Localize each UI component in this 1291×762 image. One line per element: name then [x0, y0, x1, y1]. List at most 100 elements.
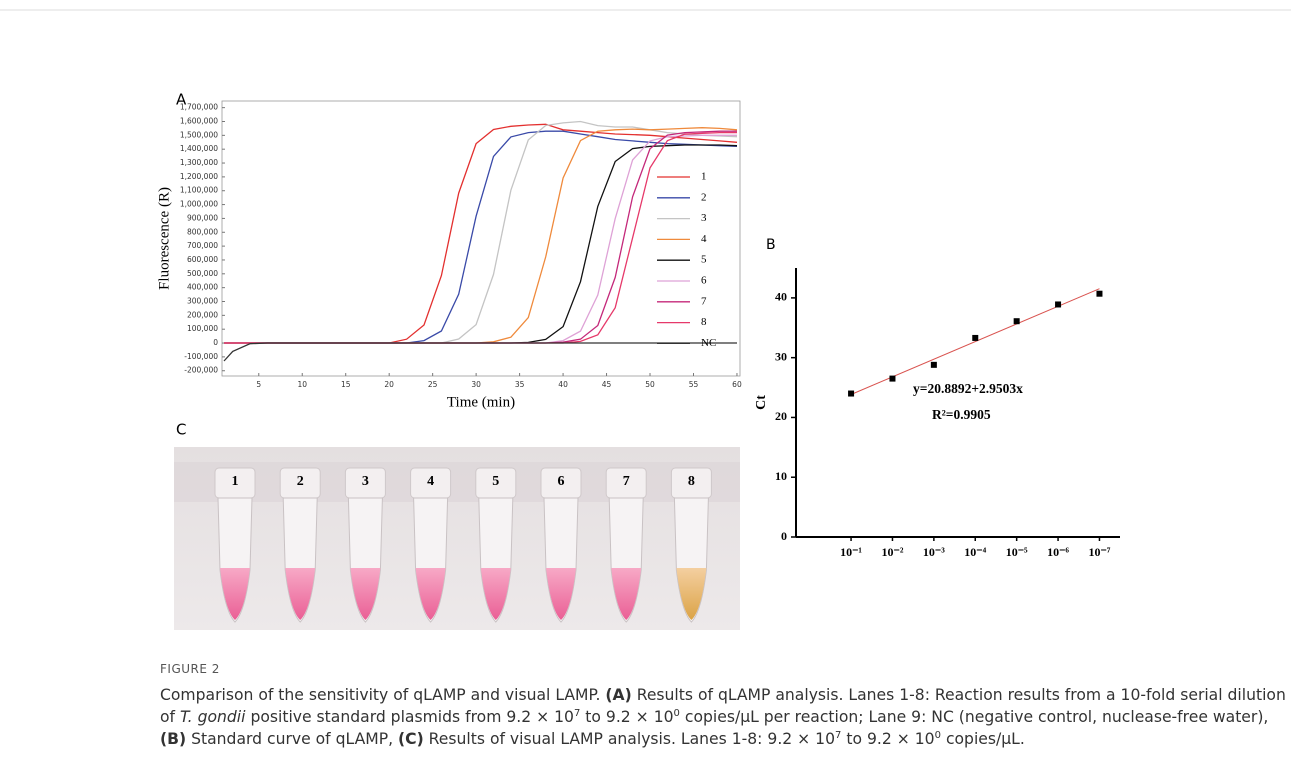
tube-liquid	[285, 568, 316, 620]
lane-label: 8	[688, 474, 695, 489]
y-tick-label: 1,300,000	[180, 158, 218, 167]
caption-text: T. gondii	[180, 708, 246, 726]
tube-liquid	[350, 568, 381, 620]
y-tick-label: 1,700,000	[180, 103, 218, 112]
caption-line: Comparison of the sensitivity of qLAMP a…	[160, 684, 1286, 706]
y-tick-label: 1,400,000	[180, 144, 218, 153]
y-tick-label: 300,000	[187, 297, 218, 306]
lane-label: 3	[362, 474, 369, 489]
y-tick-label: 40	[775, 290, 787, 304]
data-point	[1096, 290, 1103, 297]
legend-label: 8	[701, 316, 707, 328]
x-tick-label: 35	[515, 380, 525, 389]
x-axis-label: Time (min)	[447, 394, 515, 410]
caption-line: of T. gondii positive standard plasmids …	[160, 706, 1286, 728]
caption-text: Standard curve of qLAMP,	[186, 730, 399, 748]
data-point	[1013, 318, 1020, 325]
tube-liquid	[676, 568, 707, 620]
tube-liquid	[611, 568, 642, 620]
y-tick-label: -100,000	[184, 352, 218, 361]
tube-liquid	[220, 568, 250, 620]
x-tick-label: 10	[297, 380, 307, 389]
x-tick-label: 60	[732, 380, 742, 389]
lane-label: 7	[623, 474, 630, 489]
y-tick-label: -200,000	[184, 366, 218, 375]
caption-text: to 9.2 × 10	[580, 708, 674, 726]
trend-line	[850, 288, 1100, 395]
equation: y=20.8892+2.9503x	[913, 381, 1023, 396]
y-tick-label: 600,000	[187, 255, 218, 264]
caption-line: (B) Standard curve of qLAMP, (C) Results…	[160, 728, 1286, 750]
legend-label: 2	[701, 191, 707, 203]
caption-text: 0	[673, 707, 680, 719]
caption-text: Comparison of the sensitivity of qLAMP a…	[160, 686, 606, 704]
plot-lines	[223, 120, 738, 362]
y-tick-label: 400,000	[187, 283, 218, 292]
y-tick-label: 1,000,000	[180, 200, 218, 209]
x-tick-label: 10⁻¹	[840, 545, 862, 559]
data-point	[930, 361, 937, 368]
y-tick-label: 1,100,000	[180, 186, 218, 195]
data-point	[972, 334, 979, 341]
y-axis-label: Fluorescence (R)	[156, 187, 172, 290]
legend-label: 5	[701, 254, 707, 266]
y-tick-label: 0	[781, 529, 787, 543]
caption-text: (B)	[160, 730, 187, 748]
legend-label: 3	[701, 212, 707, 224]
y-tick-label: 1,500,000	[180, 130, 218, 139]
x-tick-label: 10⁻⁶	[1047, 545, 1069, 559]
plot-frame	[221, 100, 741, 377]
caption-text: copies/μL per reaction; Lane 9: NC (nega…	[679, 708, 1269, 726]
series-line	[223, 342, 737, 362]
caption-text: (C)	[398, 730, 424, 748]
tube-liquid	[546, 568, 576, 620]
caption-text: copies/μL.	[940, 730, 1025, 748]
caption-text: 7	[573, 707, 581, 719]
series-line	[224, 120, 738, 344]
x-tick-label: 50	[645, 380, 655, 389]
figure: A1,700,000 1,600,000 1,500,000 1,400,000 1,3…	[0, 9, 1291, 630]
y-tick-label: 700,000	[187, 241, 218, 250]
data-point	[1055, 301, 1062, 308]
caption-text: Results of visual LAMP analysis. Lanes 1…	[423, 730, 836, 748]
y-axis-label: Ct	[754, 395, 769, 410]
y-tick-label: 30	[775, 349, 787, 363]
x-tick-label: 55	[689, 380, 699, 389]
x-tick-label: 30	[471, 380, 481, 389]
lane-label: 1	[232, 474, 239, 489]
legend-label: 6	[701, 275, 707, 287]
tube-liquid	[415, 568, 446, 620]
photo-strip	[174, 462, 740, 502]
lane-label: 2	[297, 474, 304, 489]
caption-text: of	[160, 708, 180, 726]
caption-text: positive standard plasmids from 9.2 × 10	[245, 708, 574, 726]
caption-text: (A)	[605, 686, 632, 704]
x-tick-label: 20	[384, 380, 394, 389]
x-tick-label: 5	[256, 380, 261, 389]
lane-label: 4	[427, 474, 434, 489]
x-tick-label: 10⁻²	[881, 545, 903, 559]
y-tick-label: 100,000	[187, 324, 218, 333]
y-tick-label: 0	[213, 338, 218, 347]
lane-label: 5	[492, 474, 499, 489]
figure-label: FIGURE 2	[160, 662, 220, 676]
lane-label: 6	[558, 474, 565, 489]
panel-label: C	[176, 421, 186, 439]
panel-label: B	[766, 237, 776, 253]
y-tick-label: 20	[775, 409, 787, 423]
y-tick-label: 200,000	[187, 310, 218, 319]
legend-label: 1	[701, 171, 707, 183]
y-tick-label: 1,600,000	[180, 116, 218, 125]
data-point	[848, 390, 855, 397]
panel-label: A	[176, 91, 187, 109]
caption-text: 7	[835, 729, 842, 741]
caption: FIGURE 2 Comparison of the sensitivity o…	[160, 662, 1286, 750]
x-tick-label: 10⁻⁷	[1088, 545, 1110, 559]
caption-text: to 9.2 × 10	[841, 730, 935, 748]
legend-label: 4	[701, 233, 707, 245]
r-squared: R²=0.9905	[932, 407, 991, 422]
legend-label: NC	[701, 337, 716, 349]
x-tick-label: 10⁻³	[923, 545, 945, 559]
caption-text: Results of qLAMP analysis. Lanes 1-8: Re…	[631, 686, 1286, 704]
